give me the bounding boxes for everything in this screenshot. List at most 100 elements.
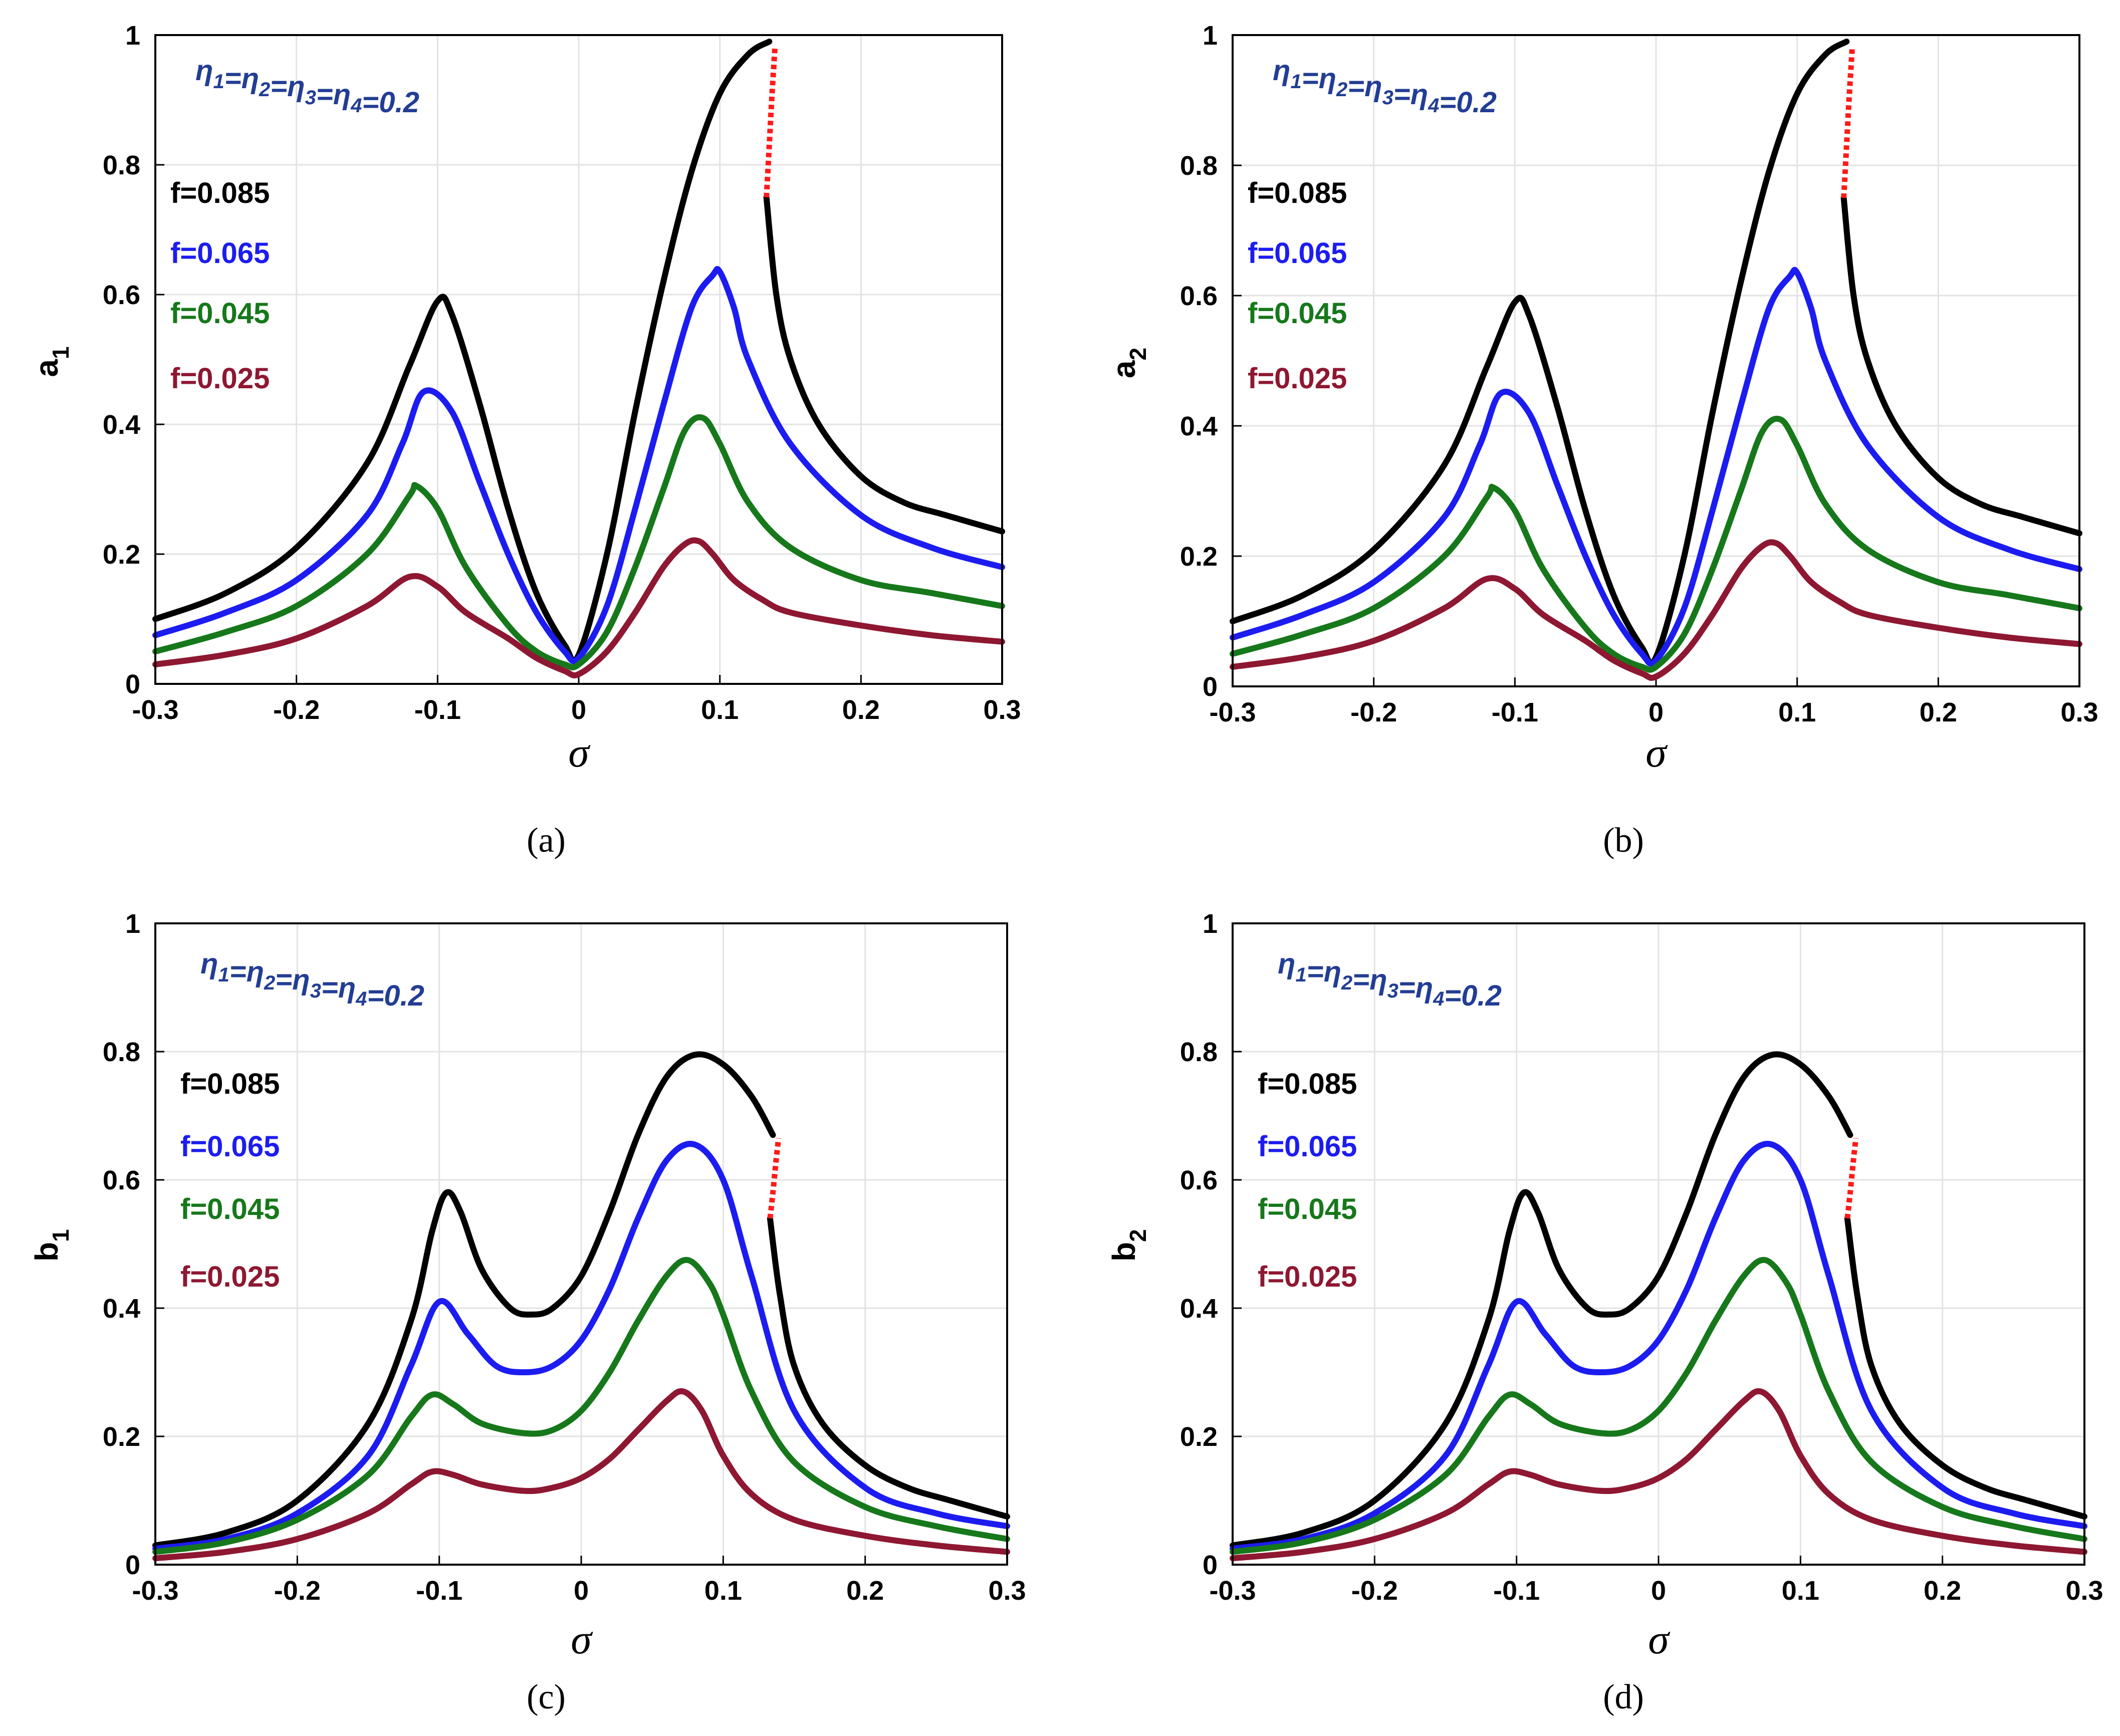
- panel-caption: (b): [1603, 821, 1644, 860]
- series-line-f-0.085-upper-decreasing-: [1840, 195, 2082, 537]
- y-tick-label: 0: [1203, 672, 1218, 702]
- series-line-f-0.025: [1230, 1388, 2087, 1562]
- parameter-annotation: η1=η2=η3=η4=0.2: [1278, 947, 1502, 1012]
- legend-entry: f=0.025: [1248, 362, 1347, 395]
- x-tick-label: 0.3: [2065, 1576, 2103, 1606]
- series-line-f-0.025: [152, 1388, 1010, 1562]
- unstable-branch-line: [1841, 48, 1855, 198]
- x-tick-label: 0.2: [1920, 697, 1957, 727]
- x-tick-label: 0.1: [1778, 697, 1816, 727]
- panel-caption: (a): [527, 821, 566, 860]
- x-tick-label: 0.3: [988, 1576, 1026, 1606]
- y-tick-label: 1: [125, 909, 140, 939]
- x-tick-label: 0.3: [983, 695, 1021, 725]
- chart-panel-c: -0.3 -0.2 -0.1 0 0.1 0.2 0.3 0 0.2 0.4 0.6 0.8 1 η1=η…: [29, 909, 1026, 1716]
- series-line-f-0.045: [1230, 1257, 2087, 1555]
- unstable-branch-line: [767, 1138, 782, 1219]
- y-axis-label: b1: [29, 1229, 74, 1262]
- y-tick-label: 0.4: [103, 1294, 140, 1324]
- series-line-f-0.065: [152, 1141, 1010, 1552]
- x-tick-label: 0: [1648, 697, 1664, 727]
- x-tick-label: -0.2: [1351, 1576, 1398, 1606]
- x-tick-label: 0.1: [1782, 1576, 1819, 1606]
- unstable-branch-line: [1844, 1138, 1859, 1219]
- parameter-annotation: η1=η2=η3=η4=0.2: [195, 54, 419, 119]
- x-tick-label: -0.3: [1209, 697, 1256, 727]
- axes-frame: [154, 34, 1003, 685]
- y-tick-label: 0: [1203, 1550, 1218, 1580]
- y-tick-label: 0.4: [1180, 411, 1218, 441]
- x-tick-label: 0: [571, 695, 586, 725]
- y-tick-label: 1: [1203, 909, 1218, 939]
- series-line-f-0.085-upper-decreasing-: [1844, 1215, 2087, 1520]
- x-tick-label: -0.1: [1492, 697, 1538, 727]
- chart-panel-b: -0.3 -0.2 -0.1 0 0.1 0.2 0.3 0 0.2 0.4 0.6 0.8 1 η1=η…: [1106, 21, 2098, 860]
- y-tick-label: 1: [125, 21, 140, 51]
- y-axis-label: a2: [1106, 348, 1151, 378]
- legend-entry: f=0.065: [180, 1130, 280, 1163]
- y-tick-label: 0.2: [1180, 1422, 1218, 1452]
- series-line-f-0.085: [152, 1051, 776, 1549]
- y-tick-label: 0.4: [103, 410, 140, 440]
- chart-panel-d: -0.3 -0.2 -0.1 0 0.1 0.2 0.3 0 0.2 0.4 0.6 0.8 1 η1=η…: [1106, 909, 2103, 1716]
- x-tick-label: 0: [1651, 1576, 1666, 1606]
- chart-panel-a: -0.3 -0.2 -0.1 0 0.1 0.2 0.3 0 0.2 0.4 0.6 0.8 1 η1=η…: [29, 21, 1021, 860]
- y-tick-label: 0.6: [1180, 1165, 1218, 1195]
- x-axis-label: σ: [1648, 1616, 1671, 1663]
- legend-entry: f=0.025: [180, 1261, 280, 1293]
- series-line-f-0.065: [1230, 267, 2082, 667]
- x-axis-label: σ: [571, 1616, 593, 1663]
- legend-entry: f=0.025: [170, 362, 270, 395]
- series-line-f-0.085-upper-decreasing-: [763, 194, 1005, 535]
- x-tick-label: -0.3: [132, 1576, 178, 1606]
- x-tick-label: -0.2: [273, 695, 320, 725]
- y-tick-label: 0.6: [1180, 281, 1218, 311]
- series-line-f-0.045: [152, 1257, 1010, 1555]
- y-axis-label: a1: [29, 346, 74, 377]
- legend-entry: f=0.085: [180, 1068, 280, 1100]
- unstable-branch-line: [764, 48, 778, 198]
- x-tick-label: -0.3: [1209, 1576, 1256, 1606]
- legend-entry: f=0.025: [1258, 1261, 1357, 1293]
- x-tick-label: 0: [574, 1576, 589, 1606]
- x-tick-label: 0.2: [842, 695, 880, 725]
- y-tick-label: 0.6: [103, 280, 140, 310]
- x-tick-label: 0.1: [701, 695, 739, 725]
- axes-frame: [1232, 922, 2085, 1566]
- parameter-annotation: η1=η2=η3=η4=0.2: [1273, 54, 1497, 119]
- parameter-annotation: η1=η2=η3=η4=0.2: [200, 947, 424, 1012]
- x-tick-label: 0.3: [2060, 697, 2098, 727]
- series-line-f-0.025: [1230, 539, 2082, 681]
- series-line-f-0.065: [1230, 1141, 2087, 1552]
- x-tick-label: 0.1: [704, 1576, 742, 1606]
- legend-entry: f=0.045: [1258, 1193, 1357, 1225]
- legend-entry: f=0.085: [1248, 177, 1347, 209]
- y-tick-label: 0.2: [103, 1422, 140, 1452]
- y-tick-label: 0.8: [103, 150, 140, 180]
- series-line-f-0.085-upper-decreasing-: [767, 1215, 1010, 1520]
- axes-frame: [154, 922, 1008, 1566]
- x-axis-label: σ: [1645, 729, 1668, 776]
- x-tick-label: -0.1: [1493, 1576, 1540, 1606]
- y-tick-label: 0.2: [1180, 542, 1218, 572]
- y-axis-label: b2: [1106, 1229, 1151, 1262]
- series-line-f-0.025: [152, 537, 1005, 679]
- x-tick-label: -0.3: [132, 695, 178, 725]
- legend-entry: f=0.065: [1248, 237, 1347, 270]
- legend-entry: f=0.045: [180, 1193, 280, 1225]
- panel-caption: (d): [1603, 1678, 1644, 1716]
- legend-entry: f=0.045: [1248, 297, 1347, 330]
- y-tick-label: 0.2: [103, 540, 140, 570]
- legend-entry: f=0.045: [170, 297, 270, 330]
- panel-caption: (c): [527, 1678, 566, 1716]
- series-line-f-0.085: [152, 39, 773, 664]
- legend-entry: f=0.065: [170, 237, 270, 270]
- y-tick-label: 0.6: [103, 1165, 140, 1195]
- x-tick-label: -0.2: [274, 1576, 321, 1606]
- y-tick-label: 0: [125, 1550, 140, 1580]
- x-tick-label: -0.1: [414, 695, 461, 725]
- x-tick-label: -0.1: [416, 1576, 462, 1606]
- y-tick-label: 0.8: [1180, 1037, 1218, 1067]
- y-tick-label: 1: [1203, 21, 1218, 51]
